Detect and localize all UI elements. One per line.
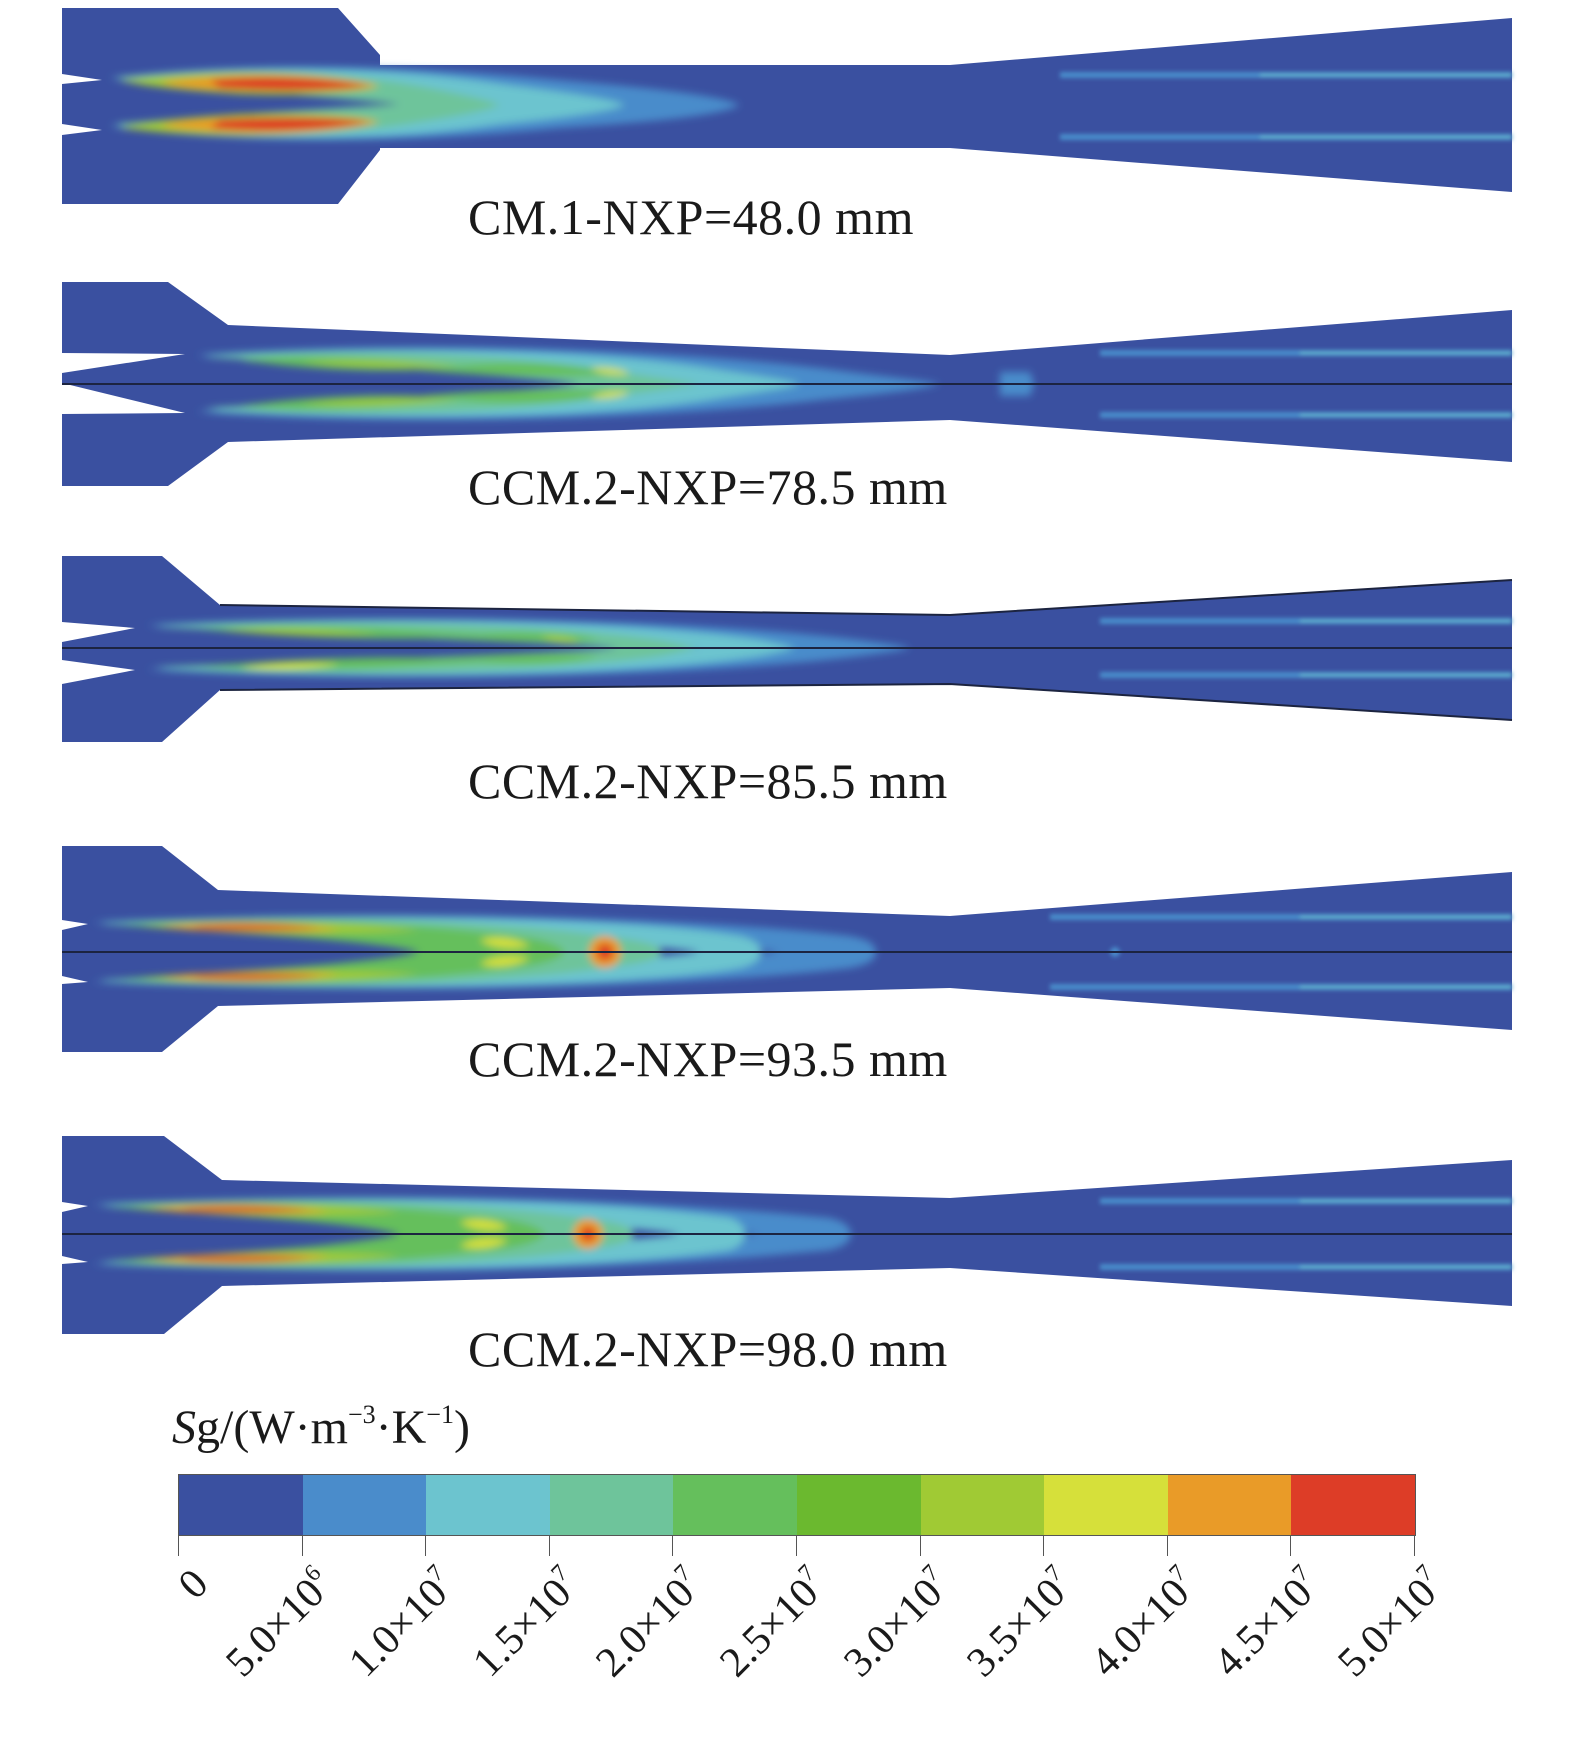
colorbar-segment: [302, 1475, 427, 1535]
colorbar-title: Sg/(W·m−3·K−1): [172, 1400, 470, 1455]
colorbar-tick: [672, 1536, 673, 1556]
colorbar-title-mid: ·K: [375, 1401, 427, 1454]
colorbar-segment: [920, 1475, 1045, 1535]
panel-caption-5: CCM.2-NXP=98.0 mm: [468, 1321, 948, 1377]
colorbar-segment: [1291, 1475, 1415, 1535]
colorbar-title-close: ): [453, 1401, 470, 1454]
colorbar: [178, 1474, 1416, 1536]
colorbar-title-exp-1: −3: [347, 1400, 376, 1429]
colorbar-tick: [796, 1536, 797, 1556]
colorbar-tick: [425, 1536, 426, 1556]
panel-caption-3: CCM.2-NXP=85.5 mm: [468, 753, 948, 809]
colorbar-tick-label: 2.5×107: [711, 1560, 828, 1686]
colorbar-segment: [426, 1475, 550, 1535]
colorbar-tick-label: 5.0×106: [217, 1560, 334, 1686]
colorbar-tick: [178, 1536, 179, 1556]
colorbar-title-symbol: S: [172, 1401, 196, 1454]
contour-panel-1: [62, 8, 1512, 204]
panel-caption-4: CCM.2-NXP=93.5 mm: [468, 1031, 948, 1087]
colorbar-title-unit: g/(W·m: [196, 1401, 348, 1454]
colorbar-tick: [1167, 1536, 1168, 1556]
colorbar-tick-label: 3.5×107: [958, 1560, 1075, 1686]
colorbar-segment: [1044, 1475, 1168, 1535]
panel-caption-2: CCM.2-NXP=78.5 mm: [468, 459, 948, 515]
colorbar-tick-label: 4.0×107: [1082, 1560, 1199, 1686]
contour-panel-5: [62, 1136, 1512, 1334]
contour-panel-3: [62, 556, 1513, 742]
colorbar-segment: [549, 1475, 674, 1535]
colorbar-tick-label: 1.5×107: [464, 1560, 581, 1686]
colorbar-tick: [1290, 1536, 1291, 1556]
colorbar-segment: [1167, 1475, 1292, 1535]
panel-caption-1: CM.1-NXP=48.0 mm: [468, 189, 914, 245]
colorbar-tick: [920, 1536, 921, 1556]
colorbar-segment: [179, 1475, 303, 1535]
contour-panel-4: [62, 846, 1512, 1052]
nozzle-domain-1: [62, 8, 1512, 204]
colorbar-title-exp-2: −1: [426, 1400, 454, 1429]
colorbar-tick-label: 4.5×107: [1205, 1560, 1322, 1686]
colorbar-tick-label: 2.0×107: [587, 1560, 704, 1686]
colorbar-tick: [549, 1536, 550, 1556]
colorbar-segment: [796, 1475, 921, 1535]
colorbar-tick-label: 3.0×107: [835, 1560, 952, 1686]
colorbar-tick: [1414, 1536, 1415, 1556]
colorbar-tick: [302, 1536, 303, 1556]
colorbar-tick: [1043, 1536, 1044, 1556]
colorbar-segment: [673, 1475, 797, 1535]
contour-panel-2: [62, 282, 1512, 486]
colorbar-tick-label: 1.0×107: [340, 1560, 457, 1686]
colorbar-ticks: 0 5.0×106 1.0×107 1.5×107 2.0×107 2.5×107 3.0×…: [170, 1536, 1445, 1736]
